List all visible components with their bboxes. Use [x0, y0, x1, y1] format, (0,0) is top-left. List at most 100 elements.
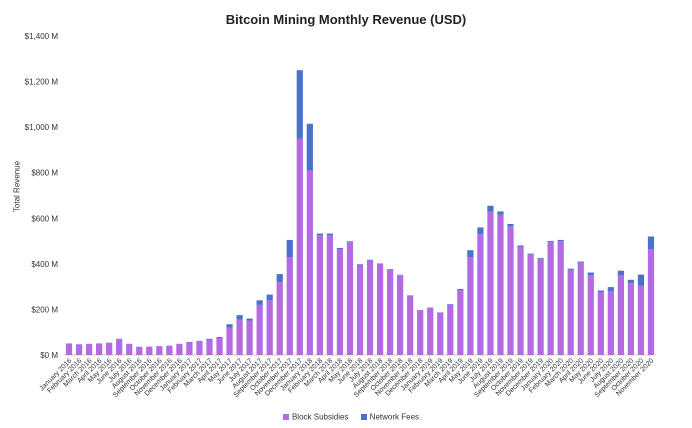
y-tick-label: $400 M [31, 260, 58, 269]
bar-block-subsidies [236, 319, 243, 355]
bar-block-subsidies [106, 342, 113, 355]
bar-block-subsidies [136, 347, 143, 355]
bar-block-subsidies [336, 249, 344, 355]
bar-block-subsidies [266, 300, 273, 355]
bar-block-subsidies [637, 285, 645, 355]
y-axis: $0 M $200 M $400 M $600 M $800 M $1,000 M $1,2… [25, 32, 656, 360]
bar-network-fees [226, 324, 233, 328]
bar-block-subsidies [65, 343, 73, 355]
bar-block-subsidies [376, 263, 384, 355]
bar-block-subsidies [196, 341, 203, 355]
bar-block-subsidies [517, 246, 524, 355]
bar-block-subsidies [116, 339, 123, 355]
bar-block-subsidies [587, 275, 594, 355]
bar-network-fees [447, 304, 454, 305]
bar-network-fees [487, 205, 494, 212]
bar-block-subsidies [607, 291, 614, 355]
y-tick-label: $1,200 M [25, 78, 59, 87]
legend-swatch-block-subsidies [282, 413, 289, 420]
y-tick-label: $600 M [31, 214, 58, 223]
y-tick-label: $200 M [31, 305, 58, 314]
bar-block-subsidies [567, 269, 574, 355]
bar-network-fees [587, 272, 594, 276]
bar-block-subsidies [537, 259, 544, 355]
bar-network-fees [597, 290, 604, 293]
bar-network-fees [306, 123, 313, 171]
bar-network-fees [467, 250, 474, 258]
bar-network-fees [457, 288, 464, 291]
bar-network-fees [276, 274, 283, 283]
bar-block-subsidies [176, 344, 183, 355]
bar-network-fees [517, 245, 524, 247]
bar-network-fees [236, 315, 243, 320]
bar-block-subsidies [507, 226, 514, 355]
bar-block-subsidies [627, 283, 635, 355]
bar-block-subsidies [126, 344, 133, 355]
bar-network-fees [637, 274, 645, 286]
bar-network-fees [336, 247, 344, 250]
bar-block-subsidies [306, 170, 313, 355]
bar-block-subsidies [85, 344, 93, 355]
bar-block-subsidies [547, 242, 554, 355]
bar-block-subsidies [326, 235, 334, 355]
bar-network-fees [477, 227, 484, 235]
bar-block-subsidies [497, 214, 504, 355]
bar-network-fees [547, 241, 554, 243]
bar-block-subsidies [156, 346, 163, 355]
bar-block-subsidies [166, 345, 173, 355]
bar-network-fees [246, 318, 253, 321]
bar-block-subsidies [286, 257, 293, 355]
bar-network-fees [326, 233, 334, 236]
y-tick-label: $800 M [31, 169, 58, 178]
bar-block-subsidies [386, 269, 394, 355]
bar-block-subsidies [216, 337, 223, 355]
bar-network-fees [266, 294, 273, 301]
bar-block-subsidies [447, 304, 454, 355]
bar-block-subsidies [96, 343, 103, 355]
y-tick-label: $1,000 M [25, 123, 59, 132]
legend-label-network-fees: Network Fees [369, 412, 420, 422]
bar-network-fees [507, 223, 514, 227]
bar-block-subsidies [467, 257, 474, 355]
bar-block-subsidies [75, 344, 83, 355]
bar-block-subsidies [316, 235, 323, 355]
bar-network-fees [627, 279, 635, 284]
bar-block-subsidies [356, 264, 364, 355]
bar-network-fees [427, 307, 434, 309]
y-tick-label: $1,400 M [25, 32, 59, 41]
bar-network-fees [527, 253, 534, 255]
bar-block-subsidies [296, 138, 303, 355]
legend: Block Subsidies Network Fees [0, 412, 692, 421]
legend-swatch-network-fees [360, 413, 367, 420]
bar-network-fees [497, 211, 504, 215]
bar-block-subsidies [246, 320, 253, 355]
bar-block-subsidies [527, 254, 534, 355]
bar-block-subsidies [557, 241, 564, 355]
bar-block-subsidies [597, 292, 604, 355]
bar-network-fees [577, 261, 584, 263]
legend-label-block-subsidies: Block Subsidies [291, 412, 349, 422]
bar-network-fees [356, 264, 364, 265]
bar-block-subsidies [276, 282, 283, 355]
bar-block-subsidies [487, 211, 494, 355]
bar-block-subsidies [366, 260, 374, 355]
bar-block-subsidies [477, 234, 484, 355]
bar-network-fees [216, 336, 223, 338]
bar-network-fees [256, 300, 263, 305]
bar-block-subsidies [647, 249, 655, 355]
bar-network-fees [206, 338, 213, 340]
y-tick-label: $0 M [40, 351, 58, 360]
bar-network-fees [316, 233, 323, 236]
bar-network-fees [557, 239, 564, 242]
bar-network-fees [567, 268, 574, 270]
bars [65, 70, 655, 355]
bar-network-fees [617, 270, 624, 276]
bar-network-fees [346, 241, 354, 243]
bar-block-subsidies [577, 262, 584, 355]
bar-block-subsidies [256, 304, 263, 355]
bar-network-fees [647, 236, 655, 250]
bar-block-subsidies [617, 275, 624, 355]
chart-title: Bitcoin Mining Monthly Revenue (USD) [225, 12, 467, 27]
bar-block-subsidies [226, 327, 233, 355]
